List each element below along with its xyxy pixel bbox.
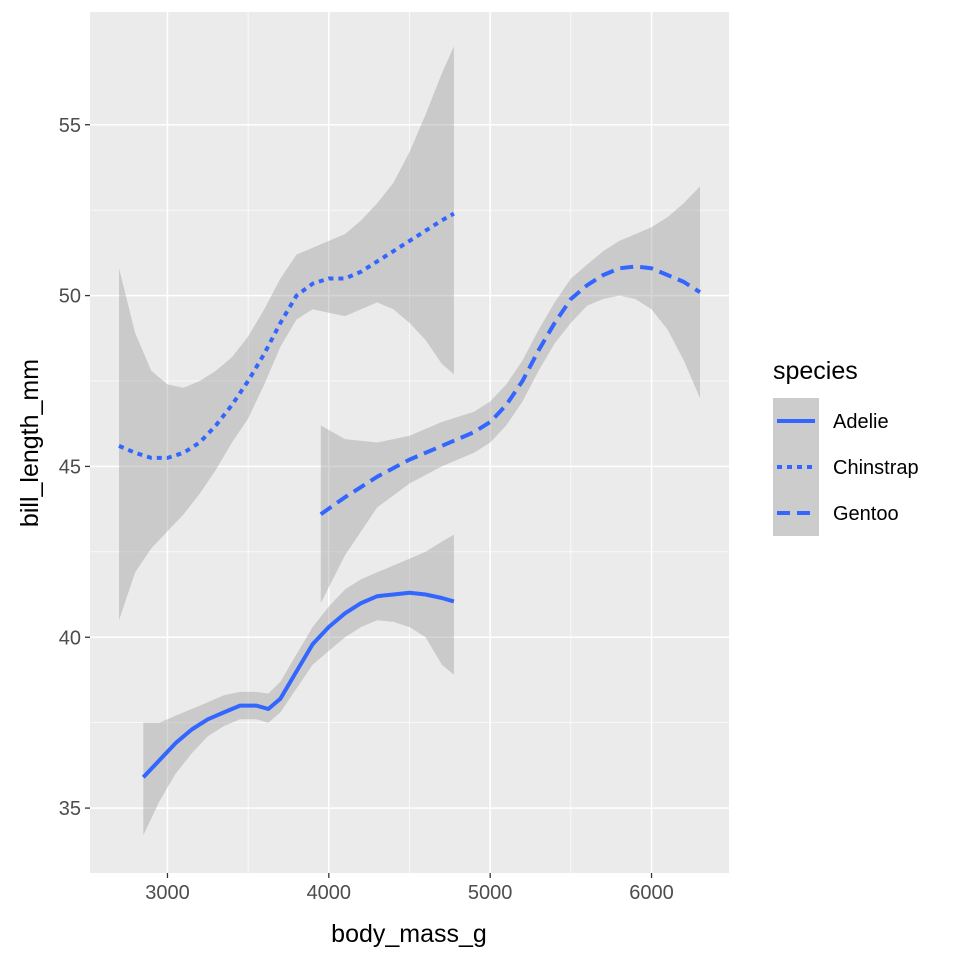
- y-tick-label: 45: [59, 456, 81, 478]
- series-line-chinstrap: [118, 211, 455, 460]
- legend-label-gentoo: Gentoo: [833, 503, 899, 525]
- x-tick-label: 5000: [468, 882, 513, 904]
- y-tick-label: 50: [59, 286, 81, 308]
- x-tick-label: 6000: [629, 882, 674, 904]
- y-axis-title: bill_length_mm: [16, 359, 44, 527]
- legend-label-chinstrap: Chinstrap: [833, 457, 919, 479]
- legend-title: species: [773, 357, 858, 385]
- confidence-ribbon-adelie: [143, 534, 454, 836]
- series-line-gentoo: [319, 264, 702, 516]
- confidence-ribbons: [119, 46, 700, 836]
- x-tick-label: 4000: [307, 882, 352, 904]
- y-tick-label: 55: [59, 115, 81, 137]
- x-tick-label: 3000: [145, 882, 190, 904]
- legend: species Adelie Chinstrap Gentoo: [773, 357, 919, 536]
- confidence-ribbon-chinstrap: [119, 46, 454, 621]
- series-lines: [118, 211, 702, 779]
- axis-ticks: 3000 4000 5000 6000 35 40 45 50 55: [59, 115, 674, 904]
- legend-label-adelie: Adelie: [833, 411, 889, 433]
- y-tick-label: 35: [59, 798, 81, 820]
- y-tick-label: 40: [59, 627, 81, 649]
- x-axis-title: body_mass_g: [331, 920, 487, 948]
- grid: [90, 12, 729, 873]
- confidence-ribbon-gentoo: [320, 186, 700, 604]
- series-line-adelie: [141, 590, 455, 779]
